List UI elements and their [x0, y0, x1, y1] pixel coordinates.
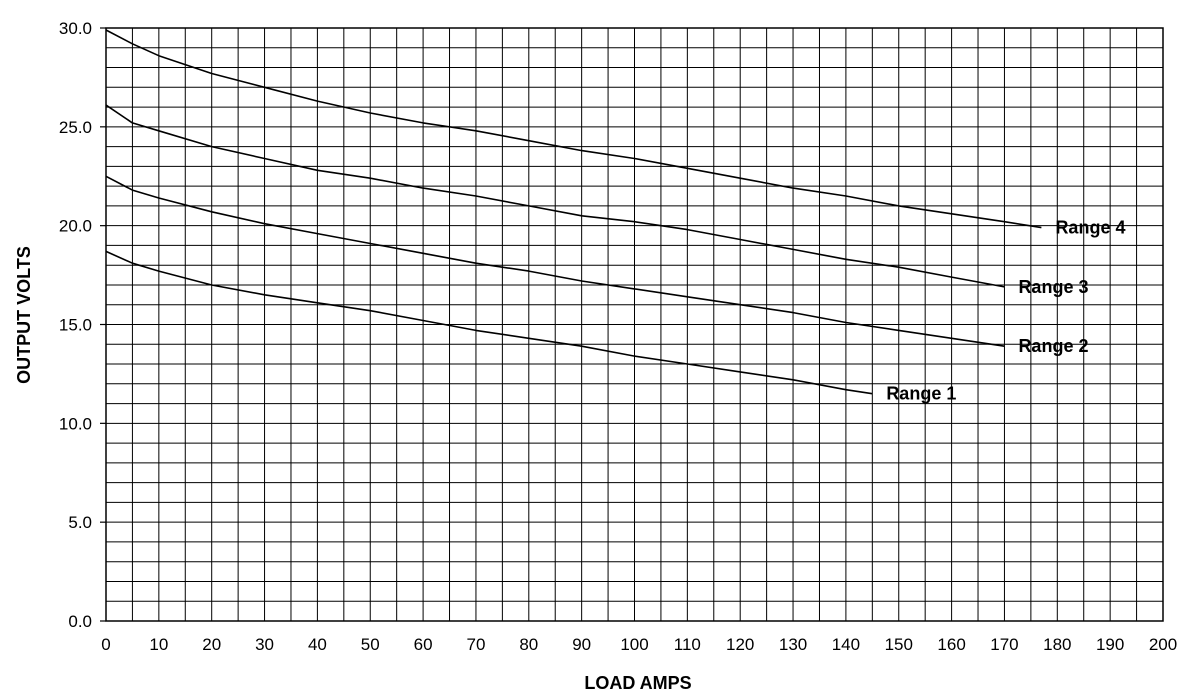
series-label-1: Range 1 [886, 384, 956, 404]
y-axis-title: OUTPUT VOLTS [14, 246, 34, 384]
x-tick-label: 40 [308, 635, 327, 654]
x-tick-label: 20 [202, 635, 221, 654]
y-tick-label: 15.0 [59, 316, 92, 335]
x-tick-label: 70 [466, 635, 485, 654]
series-labels: Range 1 Range 2 Range 3 Range 4 [886, 218, 1125, 404]
series-label-4: Range 4 [1055, 218, 1125, 238]
x-tick-label: 130 [779, 635, 807, 654]
x-tick-label: 170 [990, 635, 1018, 654]
x-tick-label: 100 [620, 635, 648, 654]
x-tick-label: 110 [674, 635, 701, 654]
x-tick-label: 190 [1096, 635, 1124, 654]
tick-labels: 0 10 20 30 40 50 60 70 80 90 100 110 120 130 140 150 160… [59, 19, 1177, 654]
grid [105, 27, 1164, 622]
x-tick-label: 180 [1043, 635, 1071, 654]
x-tick-label: 140 [832, 635, 860, 654]
x-tick-label: 80 [519, 635, 538, 654]
series-line-2 [105, 175, 1005, 347]
series-label-3: Range 3 [1018, 277, 1088, 297]
x-tick-label: 90 [572, 635, 591, 654]
series-line-1 [105, 250, 873, 395]
axes [100, 27, 1164, 622]
x-tick-label: 50 [361, 635, 380, 654]
y-tick-label: 5.0 [68, 513, 92, 532]
y-tick-label: 10.0 [59, 414, 92, 433]
series-line-3 [105, 104, 1005, 288]
y-tick-label: 30.0 [59, 19, 92, 38]
y-tick-label: 25.0 [59, 118, 92, 137]
x-tick-label: 120 [726, 635, 754, 654]
x-tick-label: 0 [101, 635, 110, 654]
x-tick-label: 150 [885, 635, 913, 654]
x-tick-label: 200 [1149, 635, 1177, 654]
series-lines [105, 29, 1042, 395]
y-tick-label: 20.0 [59, 217, 92, 236]
x-tick-label: 10 [149, 635, 168, 654]
x-tick-label: 30 [255, 635, 274, 654]
x-axis-title: LOAD AMPS [584, 673, 691, 693]
x-tick-label: 160 [937, 635, 965, 654]
y-tick-label: 0.0 [68, 612, 92, 631]
series-label-2: Range 2 [1018, 336, 1088, 356]
x-tick-label: 60 [414, 635, 433, 654]
series-line-4 [105, 29, 1042, 229]
